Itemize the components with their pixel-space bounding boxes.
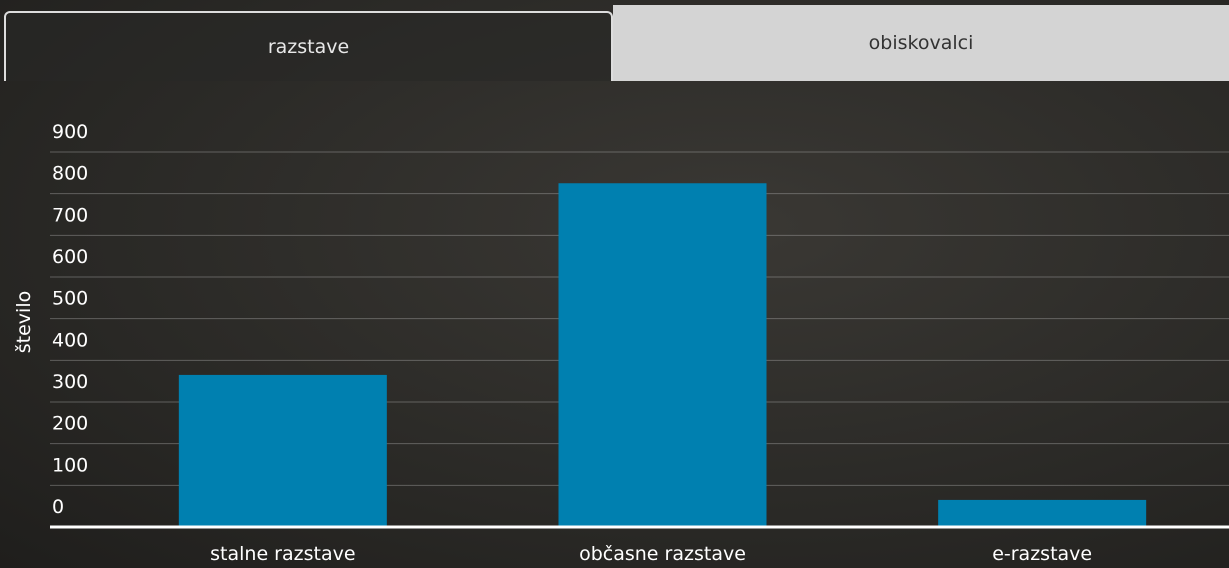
tab[interactable]: razstave (4, 11, 613, 81)
y-tick-label: 600 (52, 246, 88, 268)
tab[interactable]: obiskovalci (613, 5, 1229, 81)
y-tick-label: 900 (52, 121, 88, 143)
x-tick-label: občasne razstave (579, 543, 746, 565)
y-tick-label: 300 (52, 371, 88, 393)
x-tick-label: e-razstave (992, 543, 1092, 565)
y-axis-label: število (13, 291, 35, 353)
x-tick-label: stalne razstave (210, 543, 355, 565)
y-tick-label: 200 (52, 413, 88, 435)
bar (938, 499, 1147, 527)
bar (558, 183, 767, 527)
y-tick-label: 500 (52, 288, 88, 310)
y-tick-label: 100 (52, 454, 88, 476)
y-tick-label: 0 (52, 496, 64, 518)
y-tick-label: 700 (52, 204, 88, 226)
y-tick-label: 400 (52, 329, 88, 351)
y-tick-label: 800 (52, 163, 88, 185)
bar (178, 374, 387, 527)
